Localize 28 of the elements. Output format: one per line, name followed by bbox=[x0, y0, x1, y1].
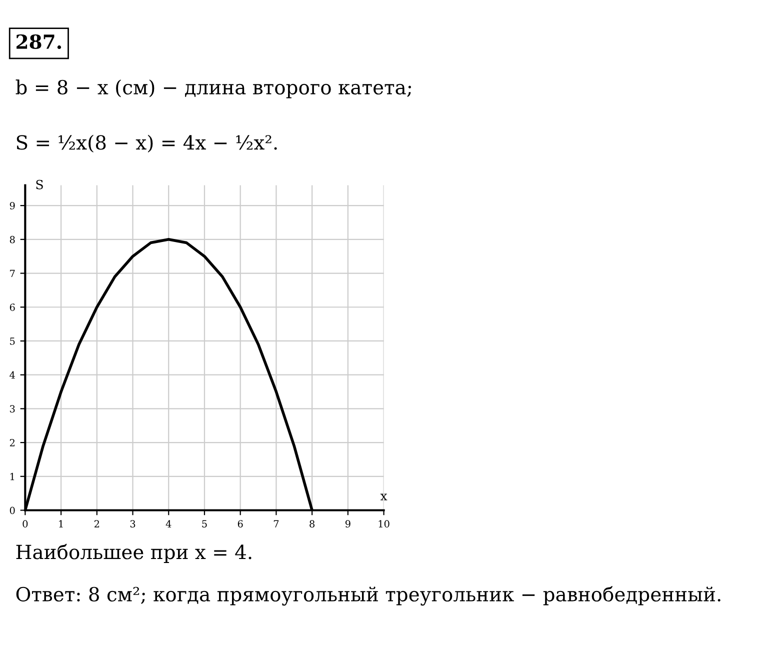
y-tick-label: 8 bbox=[10, 236, 15, 244]
x-tick-label: 5 bbox=[202, 520, 207, 528]
x-tick-label: 4 bbox=[166, 520, 172, 528]
x-tick-label: 9 bbox=[345, 520, 350, 528]
y-tick-label: 3 bbox=[10, 405, 15, 413]
y-tick-label: 9 bbox=[10, 202, 15, 210]
x-tick-label: 6 bbox=[238, 520, 243, 528]
y-tick-label: 0 bbox=[10, 506, 15, 514]
y-axis-title: S bbox=[36, 180, 43, 190]
chart-title: 287. bbox=[16, 34, 62, 50]
x-tick-label: 7 bbox=[274, 520, 279, 528]
text: b = 8 − x (см) − длина второго катета; bbox=[16, 79, 411, 98]
text: Ответ: 8 см²; когда прямоугольный треугольник − равнобедренный. bbox=[16, 586, 720, 606]
x-tick-label: 1 bbox=[59, 520, 63, 528]
x-tick-label: 10 bbox=[378, 520, 390, 528]
y-tick-label: 5 bbox=[10, 338, 15, 345]
text: S = ½x(8 − x) = 4x − ½x². bbox=[16, 134, 277, 153]
y-tick-label: 6 bbox=[10, 304, 15, 311]
y-tick-label: 2 bbox=[10, 439, 15, 446]
x-tick-label: 8 bbox=[310, 520, 315, 528]
x-tick-label: 2 bbox=[94, 520, 100, 528]
x-axis-title: x bbox=[380, 494, 388, 500]
text: Наибольшее при x = 4. bbox=[16, 544, 252, 564]
y-tick-label: 4 bbox=[10, 371, 15, 379]
x-tick-label: 3 bbox=[130, 520, 136, 528]
x-tick-label: 0 bbox=[22, 520, 28, 528]
y-tick-label: 1 bbox=[10, 472, 14, 480]
y-tick-label: 7 bbox=[10, 270, 15, 277]
